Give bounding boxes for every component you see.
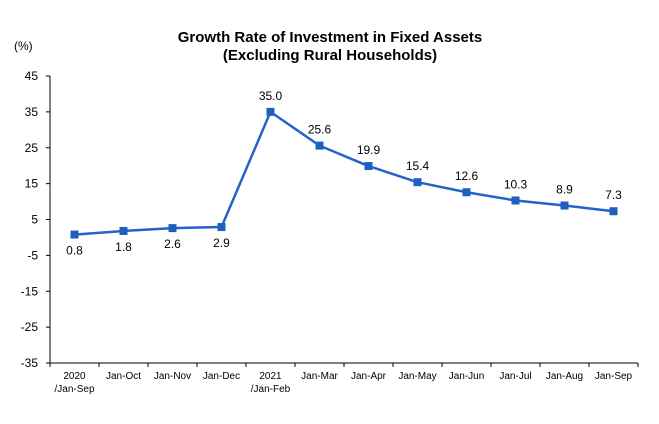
x-tick-label: Jan-Aug [546,371,583,382]
y-tick-label: 25 [25,141,39,155]
data-label: 35.0 [259,89,283,103]
x-tick-label: 2020/Jan-Sep [54,371,94,395]
series-line [74,110,614,236]
x-tick-label: Jan-Dec [203,371,240,382]
x-tick-label: Jan-Sep [595,371,633,382]
y-axis-unit: (%) [14,39,33,53]
data-label: 0.8 [66,244,83,258]
data-point [413,178,422,187]
series-growth-rate [70,107,618,239]
data-point [119,226,128,235]
data-label: 19.9 [357,143,381,157]
x-tick-label: Jan-Nov [154,371,191,382]
x-tick-label: 2021/Jan-Feb [251,371,291,395]
y-tick-label: 35 [25,105,39,119]
x-tick-labels: 2020/Jan-Sep Jan-Oct Jan-Nov Jan-Dec 2021/Ja… [54,371,632,395]
y-tick-label: -15 [21,284,39,298]
data-label: 10.3 [504,177,528,191]
chart-title: Growth Rate of Investment in Fixed Asset… [178,29,483,46]
data-point [364,162,373,171]
data-point [217,223,226,232]
y-tick-label: -25 [21,320,39,334]
y-tick-label: 45 [25,69,39,83]
data-point [70,230,79,239]
y-tick-labels: 45 35 25 15 5 -5 -15 -25 -35 [21,69,39,370]
data-point [560,201,569,210]
data-label: 25.6 [308,123,332,137]
chart-subtitle: (Excluding Rural Households) [223,47,437,64]
data-point [168,224,177,233]
x-tick-label: Jan-May [398,371,436,382]
axes [46,75,639,367]
x-tick-label: Jan-Jul [499,371,531,382]
data-point [462,188,471,197]
data-label: 15.4 [406,159,430,173]
y-tick-label: -5 [27,248,38,262]
x-tick-label: Jan-Mar [301,371,338,382]
x-tick-label: Jan-Oct [106,371,141,382]
data-labels: 0.8 1.8 2.6 2.9 35.0 25.6 19.9 15.4 12.6 10.3 8.9 7… [66,89,622,258]
data-label: 2.6 [164,237,181,251]
data-label: 1.8 [115,240,132,254]
data-label: 2.9 [213,236,230,250]
data-label: 7.3 [605,188,622,202]
data-point [511,196,520,205]
x-tick-label: Jan-Jun [449,371,485,382]
y-tick-label: 15 [25,177,39,191]
y-tick-label: -35 [21,356,39,370]
data-label: 12.6 [455,169,479,183]
x-tick-label: Jan-Apr [351,371,387,382]
y-tick-label: 5 [31,213,38,227]
data-point [266,107,275,116]
data-label: 8.9 [556,183,573,197]
data-point [315,141,324,150]
data-point [609,207,618,216]
